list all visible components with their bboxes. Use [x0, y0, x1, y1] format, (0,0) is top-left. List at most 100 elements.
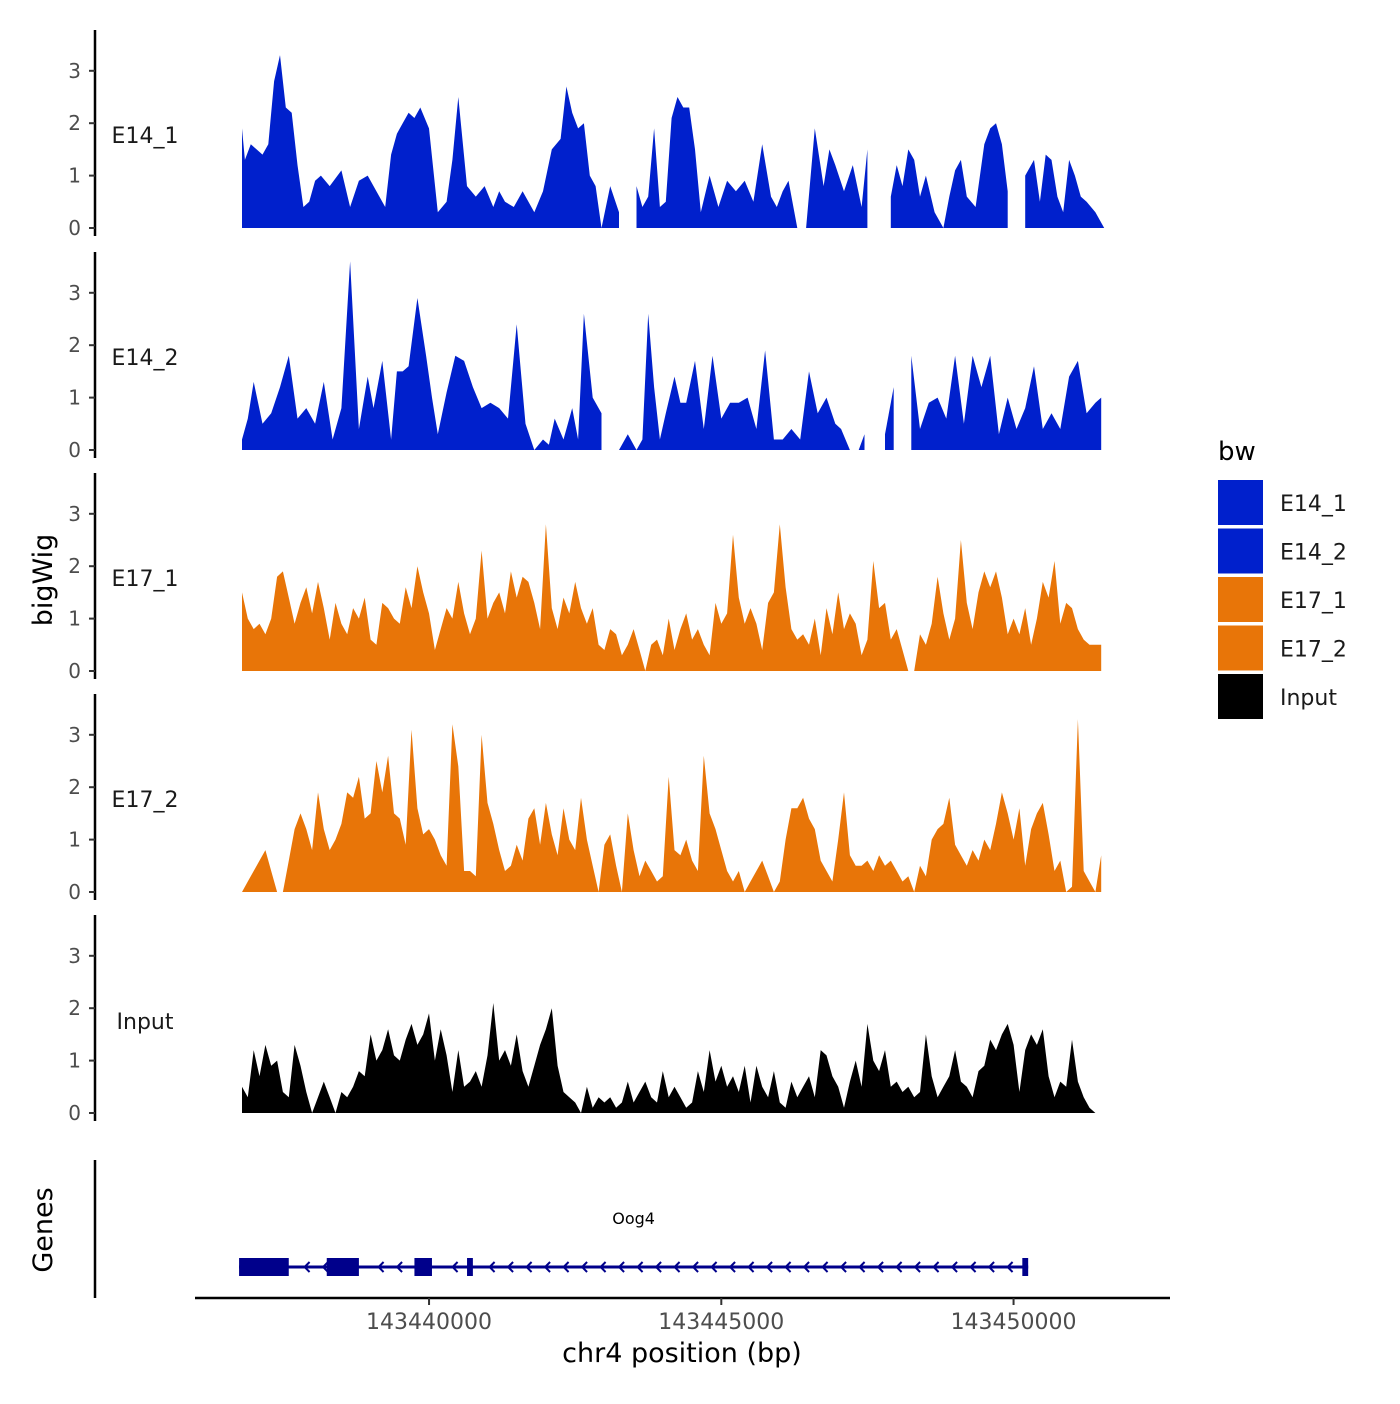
- strand-arrow: [987, 1261, 995, 1273]
- y-tick-label: 0: [68, 438, 81, 462]
- strand-arrow: [821, 1261, 829, 1273]
- strand-arrow: [691, 1261, 699, 1273]
- strand-arrow: [895, 1261, 903, 1273]
- strand-arrow: [599, 1261, 607, 1273]
- strand-arrow: [636, 1261, 644, 1273]
- gene-exon: [239, 1258, 289, 1276]
- strand-arrow: [932, 1261, 940, 1273]
- signal-area-E14_2: [619, 313, 865, 450]
- strand-arrow: [303, 1261, 311, 1273]
- strand-arrow: [562, 1261, 570, 1273]
- gene-exon: [467, 1258, 473, 1276]
- strand-arrow: [451, 1261, 459, 1273]
- strand-arrow: [506, 1261, 514, 1273]
- signal-area-E14_1: [890, 123, 1008, 228]
- y-tick-label: 3: [68, 723, 81, 747]
- y-tick-label: 0: [68, 880, 81, 904]
- legend-label: E17_1: [1280, 589, 1347, 614]
- y-tick-label: 3: [68, 59, 81, 83]
- track-label: E14_1: [112, 124, 179, 149]
- legend-label: E17_2: [1280, 638, 1347, 663]
- gene-exon: [1022, 1258, 1029, 1276]
- y-tick-label: 0: [68, 216, 81, 240]
- y-tick-label: 2: [68, 554, 81, 578]
- legend-swatch-E17_1: [1218, 577, 1263, 622]
- signal-area-E14_2: [885, 387, 894, 450]
- y-tick-label: 1: [68, 828, 81, 852]
- signal-area-E17_1: [242, 524, 1102, 671]
- y-tick-label: 2: [68, 333, 81, 357]
- y-tick-label: 0: [68, 659, 81, 683]
- gene-name-label: Oog4: [612, 1209, 655, 1228]
- legend-swatch-E14_2: [1218, 528, 1263, 574]
- legend-label: E14_2: [1280, 541, 1347, 566]
- strand-arrow: [969, 1261, 977, 1273]
- signal-area-Input: [242, 1003, 1102, 1113]
- strand-arrow: [728, 1261, 736, 1273]
- strand-arrow: [543, 1261, 551, 1273]
- legend-title: bw: [1218, 437, 1256, 467]
- strand-arrow: [747, 1261, 755, 1273]
- gene-exon: [326, 1258, 359, 1276]
- strand-arrow: [765, 1261, 773, 1273]
- track-E14_2: 0 1 2 3 E14_2: [68, 252, 1102, 462]
- gene-track: Oog4: [93, 1160, 1029, 1298]
- track-E17_1: 0 1 2 3 E17_1: [68, 473, 1102, 683]
- y-tick-label: 3: [68, 944, 81, 968]
- strand-arrow: [1006, 1261, 1014, 1273]
- strand-arrow: [525, 1261, 533, 1273]
- signal-area-E14_1: [1025, 154, 1110, 228]
- gene-exon: [414, 1258, 432, 1276]
- x-tick-label: 143440000: [366, 1310, 492, 1335]
- strand-arrow: [673, 1261, 681, 1273]
- y-tick-label: 3: [68, 502, 81, 526]
- strand-arrow: [858, 1261, 866, 1273]
- signal-area-E17_2: [242, 719, 1102, 892]
- track-Input: 0 1 2 3 Input: [68, 915, 1102, 1125]
- strand-arrow: [839, 1261, 847, 1273]
- y-axis-title: bigWig: [28, 534, 59, 627]
- signal-area-E14_2: [911, 355, 1102, 450]
- y-tick-label: 0: [68, 1101, 81, 1125]
- track-label: E14_2: [112, 346, 179, 371]
- strand-arrow: [377, 1261, 385, 1273]
- y-tick-label: 2: [68, 996, 81, 1020]
- y-tick-label: 3: [68, 281, 81, 305]
- x-axis-title: chr4 position (bp): [562, 1338, 802, 1369]
- legend-label: E14_1: [1280, 492, 1347, 517]
- track-label: E17_2: [112, 788, 179, 813]
- strand-arrow: [321, 1261, 329, 1273]
- y-tick-label: 2: [68, 111, 81, 135]
- strand-arrow: [710, 1261, 718, 1273]
- y-tick-label: 1: [68, 386, 81, 410]
- genes-track-title: Genes: [28, 1187, 59, 1272]
- strand-arrow: [617, 1261, 625, 1273]
- strand-arrow: [395, 1261, 403, 1273]
- legend-swatch-E14_1: [1218, 480, 1263, 525]
- strand-arrow: [654, 1261, 662, 1273]
- strand-arrow: [580, 1261, 588, 1273]
- legend-swatch-Input: [1218, 674, 1263, 719]
- strand-arrow: [802, 1261, 810, 1273]
- legend-label: Input: [1280, 686, 1337, 711]
- strand-arrow: [950, 1261, 958, 1273]
- strand-arrow: [784, 1261, 792, 1273]
- y-tick-label: 2: [68, 775, 81, 799]
- strand-arrow: [913, 1261, 921, 1273]
- signal-area-E14_2: [242, 261, 602, 450]
- y-tick-label: 1: [68, 607, 81, 631]
- legend: bw E14_1 E14_2 E17_1 E17_2 Input: [1218, 437, 1347, 719]
- legend-swatch-E17_2: [1218, 625, 1263, 671]
- y-tick-label: 1: [68, 164, 81, 188]
- x-tick-label: 143450000: [951, 1310, 1077, 1335]
- track-E14_1: 0 1 2 3 E14_1: [68, 30, 1110, 240]
- track-label: E17_1: [112, 567, 179, 592]
- signal-tracks: 0 1 2 3 E14_1 0 1 2 3 E14_2 0 1 2 3 E17_1 0 1 2 3 E17_2 0 1 2 3…: [68, 30, 1110, 1125]
- track-E17_2: 0 1 2 3 E17_2: [68, 694, 1102, 904]
- x-axis: 143440000 143445000 143450000: [195, 1296, 1170, 1335]
- signal-area-E14_1: [242, 55, 619, 228]
- strand-arrow: [876, 1261, 884, 1273]
- signal-area-E14_1: [636, 97, 868, 228]
